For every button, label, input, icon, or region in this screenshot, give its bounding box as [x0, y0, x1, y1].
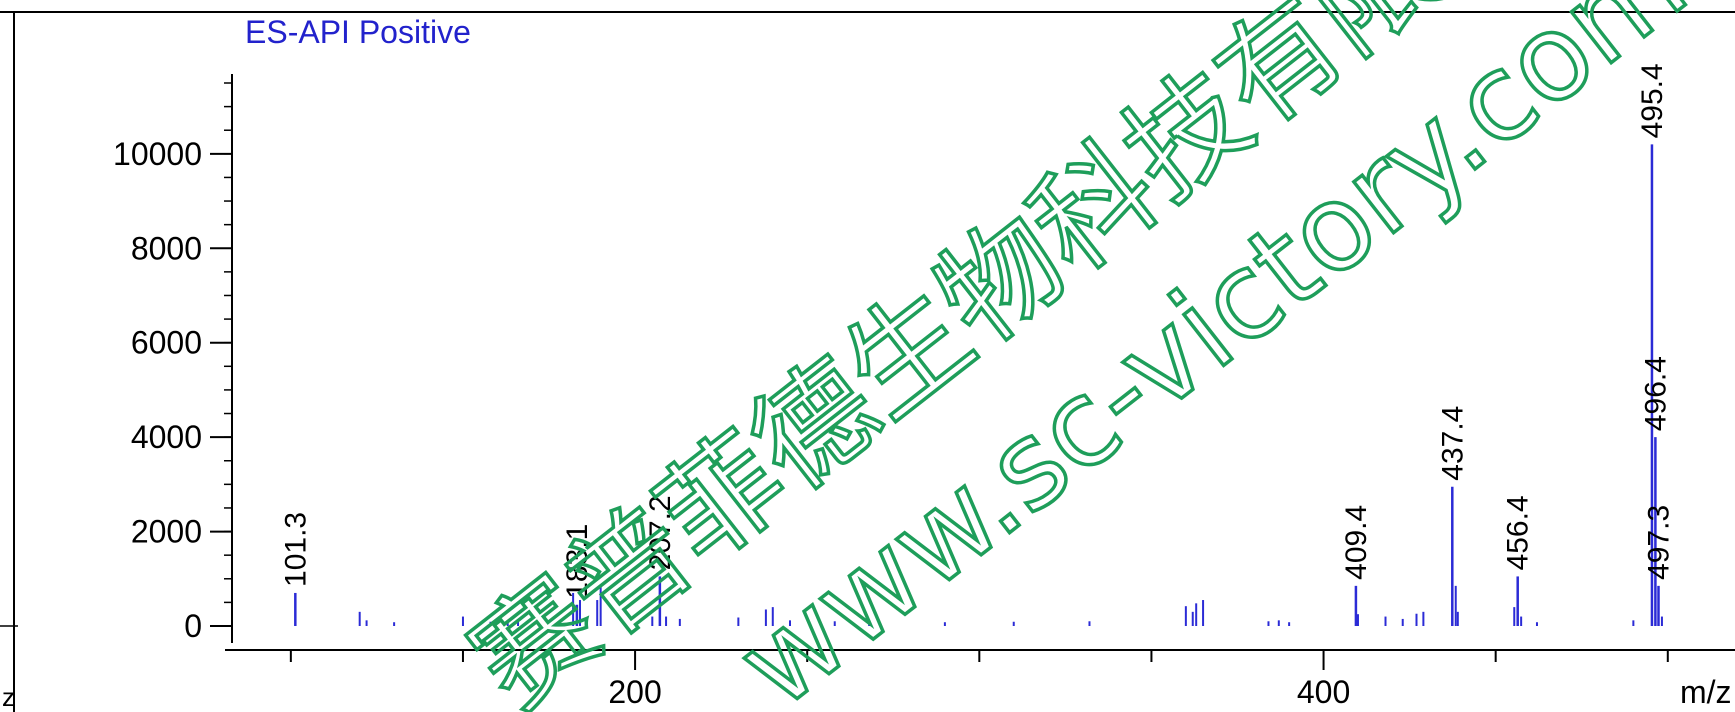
- watermark: 赛普菲德生物科技有限公司 www.sc-victory.com: [446, 0, 1713, 712]
- y-axis-stub-label: z: [2, 682, 15, 712]
- x-axis-label: m/z: [1680, 674, 1732, 710]
- peak-label: 496.4: [1639, 356, 1672, 431]
- peak-label: 456.4: [1502, 495, 1535, 570]
- y-tick-label: 4000: [131, 419, 202, 455]
- peak-label: 437.4: [1436, 406, 1469, 481]
- minor-peak-bars: [358, 585, 1663, 626]
- x-ticks: 200 400: [289, 650, 1669, 710]
- y-tick-label: 2000: [131, 514, 202, 550]
- chart-title: ES-API Positive: [245, 14, 471, 50]
- y-tick-label: 10000: [113, 136, 202, 172]
- peak-labels: 101.3 183.1 207.2 409.4 437.4 456.4 495.4 496.4…: [279, 63, 1675, 598]
- y-minor-ticks: [224, 82, 232, 627]
- peak-label: 207.2: [644, 495, 677, 570]
- y-tick-label: 0: [184, 608, 202, 644]
- y-tick-label: 8000: [131, 230, 202, 266]
- peak-label: 101.3: [279, 512, 312, 587]
- peak-label: 497.3: [1642, 505, 1675, 580]
- x-tick-label: 400: [1297, 674, 1350, 710]
- peak-label: 495.4: [1636, 63, 1669, 138]
- y-tick-label: 6000: [131, 325, 202, 361]
- y-major-ticks: 0 2000 4000 6000 8000 10000: [113, 136, 232, 644]
- peak-label: 409.4: [1340, 505, 1373, 580]
- x-tick-label: 200: [608, 674, 661, 710]
- labeled-peak-bars: [294, 144, 1660, 626]
- peak-label: 183.1: [561, 524, 594, 599]
